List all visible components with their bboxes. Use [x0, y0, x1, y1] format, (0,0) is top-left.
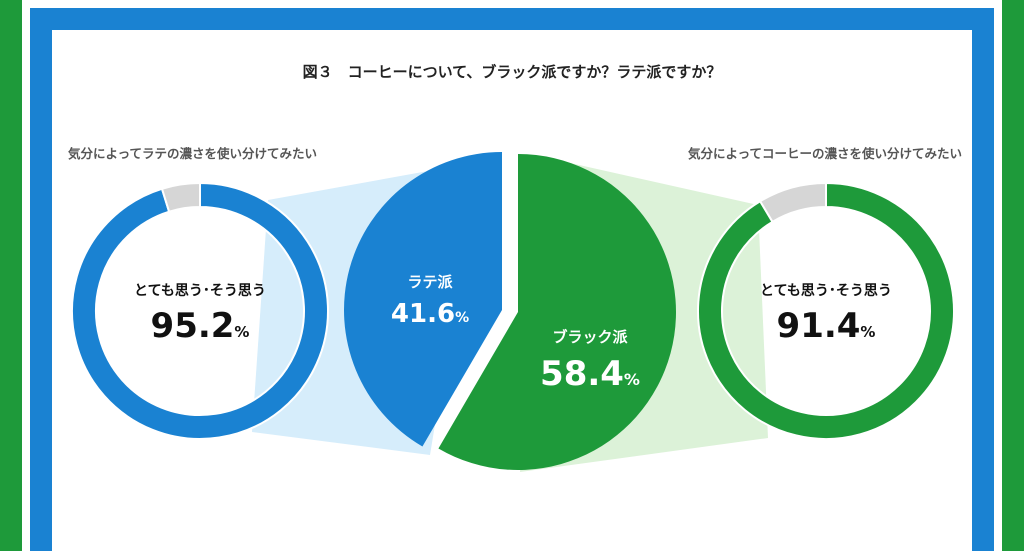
left-donut-label: とても思う･そう思う: [134, 283, 266, 299]
center-pie: [343, 152, 676, 470]
right-donut-label: とても思う･そう思う: [760, 283, 892, 299]
latte-slice-name: ラテ派: [407, 273, 453, 291]
white-gap-frame: [22, 0, 1002, 551]
left-donut-value-group: 95.2%: [151, 306, 250, 346]
right-donut-unit: %: [860, 323, 875, 341]
latte-donut-slice-0: [71, 181, 329, 440]
center-pie-slice-0: [343, 152, 502, 447]
black-donut-slice-0: [697, 181, 955, 440]
black-slice-value-group: 58.4%: [540, 354, 640, 394]
black-slice-unit: %: [624, 370, 640, 389]
latte-slice-unit: %: [455, 310, 469, 326]
latte-donut-slice-1: [160, 181, 201, 213]
black-slice-name: ブラック派: [552, 328, 628, 346]
black-donut-slice-1: [758, 181, 827, 224]
right-question: 気分によってコーヒーの濃さを使い分けてみたい: [688, 146, 962, 161]
latte-slice-value: 41.6: [391, 299, 455, 329]
black-donut: [697, 181, 955, 440]
latte-slice-value-group: 41.6%: [391, 299, 469, 329]
blue-frame: [30, 8, 994, 551]
black-slice-value: 58.4: [540, 354, 624, 394]
center-pie-slice-1: [438, 154, 676, 470]
left-question: 気分によってラテの濃さを使い分けてみたい: [68, 146, 317, 161]
chart-title: 図３ コーヒーについて、ブラック派ですか？ラテ派ですか？: [303, 63, 722, 81]
right-donut-value-group: 91.4%: [777, 306, 876, 346]
left-donut-unit: %: [234, 323, 249, 341]
left-donut-value: 95.2: [151, 306, 235, 346]
right-donut-value: 91.4: [777, 306, 861, 346]
latte-donut: [71, 181, 329, 440]
